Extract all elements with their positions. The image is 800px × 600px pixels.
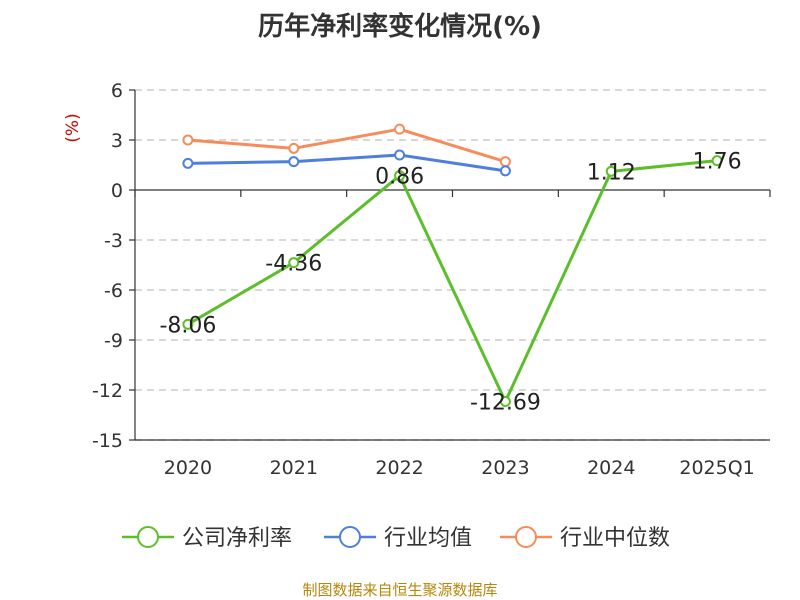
data-label-layer: -8.06 -4.36 0.86 -12.69 1.12 1.76 [159, 150, 741, 416]
chart-title: 历年净利率变化情况(%) [258, 12, 542, 42]
y-tick-label: -15 [92, 430, 123, 452]
legend-label: 公司净利率 [182, 526, 292, 551]
x-tick-label: 2025Q1 [679, 457, 754, 479]
legend-item: 行业均值 [324, 526, 472, 551]
data-point [288, 257, 300, 269]
series-line [187, 159, 718, 403]
y-tick-label: 6 [111, 80, 123, 102]
data-point [711, 155, 723, 167]
legend-item: 行业中位数 [500, 526, 670, 551]
data-point [182, 318, 194, 330]
data-label: 1.12 [587, 160, 636, 185]
data-point [394, 123, 406, 135]
y-tick-label: -9 [104, 330, 123, 352]
data-label: 0.86 [375, 165, 424, 190]
data-point [499, 396, 511, 407]
data-point [182, 157, 194, 169]
series-layer [182, 123, 723, 407]
series-line [187, 153, 506, 173]
y-axis-label: (%) [63, 113, 83, 142]
x-tick-label: 2021 [270, 457, 318, 479]
data-label: -4.36 [265, 252, 322, 277]
legend: 公司净利率 行业均值 行业中位数 [122, 526, 670, 551]
data-point [182, 134, 194, 146]
legend-swatch-circle [515, 526, 537, 548]
x-tick-label: 2024 [587, 457, 635, 479]
y-tick-label: -3 [104, 230, 123, 252]
data-label: -12.69 [470, 391, 541, 416]
y-tick-label: 3 [111, 130, 123, 152]
legend-swatch-circle [339, 526, 361, 548]
data-point [288, 156, 300, 168]
data-point [288, 142, 300, 154]
data-point [394, 149, 406, 161]
data-point [605, 165, 617, 177]
data-label: -8.06 [159, 313, 216, 338]
x-tick-label: 2023 [481, 457, 529, 479]
axis-layer: 6 3 0 -3 -6 -9 -12 -15 2020 2021 2022 2023 2024 2025Q… [63, 80, 771, 479]
x-tick-label: 2022 [375, 457, 423, 479]
legend-swatch-circle [137, 526, 159, 548]
y-tick-label: -6 [104, 280, 123, 302]
data-source-note: 制图数据来自恒生聚源数据库 [302, 581, 498, 599]
data-point [394, 170, 406, 182]
y-tick-label: 0 [111, 180, 123, 202]
legend-item: 公司净利率 [122, 526, 292, 551]
data-point [499, 156, 511, 168]
legend-label: 行业均值 [384, 526, 472, 551]
x-tick-label: 2020 [164, 457, 212, 479]
data-label: 1.76 [693, 150, 742, 175]
data-point [499, 165, 511, 177]
y-tick-label: -12 [92, 380, 123, 402]
legend-label: 行业中位数 [560, 526, 670, 551]
series-line [187, 127, 506, 164]
